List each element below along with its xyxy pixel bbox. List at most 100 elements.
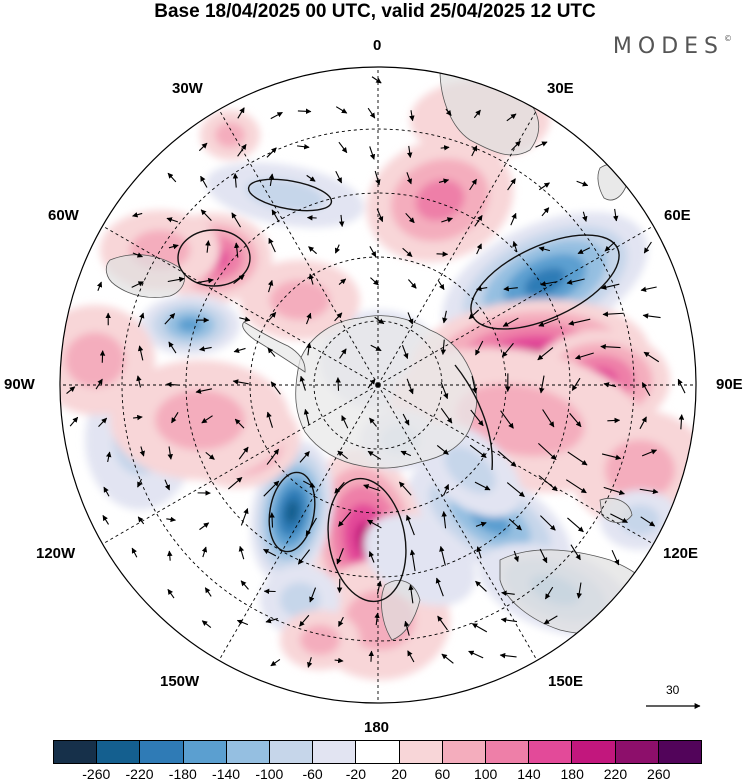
wind-vector-arrow <box>266 448 280 465</box>
colorbar-tick-label: -20 <box>345 766 366 782</box>
colorbar-tick-label: 20 <box>391 766 407 782</box>
wind-vector-arrow <box>367 378 376 389</box>
wind-vector-arrow <box>334 481 345 494</box>
contour-line <box>247 178 333 212</box>
colorbar-swatch <box>399 741 443 763</box>
wind-vector-arrow <box>445 108 452 116</box>
anomaly-field <box>60 67 696 703</box>
chart-title: Base 18/04/2025 00 UTC, valid 25/04/2025… <box>154 1 596 22</box>
wind-vector-arrow <box>510 212 517 226</box>
wind-vector-arrow <box>539 375 545 394</box>
wind-vectors <box>66 76 686 668</box>
wind-vector-arrow <box>438 280 445 291</box>
wind-vector-arrow <box>367 519 382 529</box>
wind-vector-arrow <box>234 418 245 429</box>
wind-vector-arrow <box>569 412 582 428</box>
colorbar-swatch <box>313 741 357 763</box>
wind-vector-arrow <box>205 240 211 253</box>
anomaly-contour-fill <box>65 332 125 388</box>
wind-vector-arrow <box>471 623 488 633</box>
anomaly-contour-fill <box>455 383 585 457</box>
wind-vector-arrow <box>441 511 447 529</box>
wind-vector-arrow <box>567 451 588 466</box>
wind-vector-arrow <box>201 415 213 424</box>
wind-vector-arrow <box>297 549 311 565</box>
wind-vector-arrow <box>369 417 377 427</box>
wind-vector-arrow <box>407 650 415 663</box>
wind-vector-arrow <box>402 247 413 257</box>
wind-vector-arrow <box>406 514 415 536</box>
wind-vector-arrow <box>538 318 559 327</box>
wind-vector-arrow <box>503 285 518 292</box>
wind-vector-arrow <box>369 146 376 160</box>
wind-vector-arrow <box>506 113 517 122</box>
wind-vector-arrow <box>471 145 478 157</box>
colorbar-tick-label: 260 <box>647 766 671 782</box>
wind-vector-arrow <box>268 237 276 253</box>
meridian-line <box>218 384 379 661</box>
wind-vector-arrow <box>601 453 622 461</box>
anomaly-contour-fill <box>177 317 203 333</box>
wind-vector-arrow <box>443 483 449 496</box>
colorbar-swatch <box>572 741 616 763</box>
wind-vector-arrow <box>535 141 548 148</box>
wind-vector-arrow <box>403 620 410 636</box>
colorbar-tick-label: 60 <box>434 766 451 782</box>
colorbar-swatch <box>356 741 400 763</box>
wind-vector-arrow <box>240 508 249 526</box>
wind-vector-arrow <box>195 388 213 394</box>
wind-vector-arrow <box>102 514 109 525</box>
wind-vector-arrow <box>306 174 316 182</box>
contour-line <box>177 229 251 287</box>
wind-vector-arrow <box>297 108 312 115</box>
lon-label-90w: 90W <box>4 376 35 393</box>
wind-vector-arrow <box>574 352 594 360</box>
wind-vector-arrow <box>232 173 239 188</box>
wind-vector-arrow <box>267 347 276 357</box>
wind-vector-arrow <box>237 107 245 119</box>
colorbar <box>53 740 702 764</box>
wind-vector-arrow <box>610 513 628 523</box>
wind-vector-arrow <box>512 240 518 253</box>
wind-vector-arrow <box>640 516 656 527</box>
wind-vector-arrow <box>499 652 517 659</box>
wind-vector-arrow <box>306 342 312 356</box>
wind-vector-arrow <box>164 313 176 325</box>
wind-vector-arrow <box>506 482 525 498</box>
wind-vector-arrow <box>399 481 412 496</box>
wind-vector-arrow <box>475 521 487 527</box>
lon-label-60w: 60W <box>48 207 79 224</box>
wind-vector-arrow <box>338 278 347 286</box>
wind-vector-arrow <box>407 312 414 325</box>
meridian-line <box>218 109 379 386</box>
colorbar-swatch <box>658 741 702 763</box>
wind-vector-arrow <box>268 311 277 321</box>
wind-vector-arrow <box>475 285 488 292</box>
wind-vector-arrow <box>474 481 491 491</box>
colorbar-ticks: -260 -220 -180 -140 -100 -60 -20 20 60 100 140 180 2… <box>53 766 702 783</box>
anomaly-contour-fill <box>300 625 340 655</box>
colorbar-swatch <box>442 741 487 763</box>
wind-vector-arrow <box>374 612 380 626</box>
wind-vector-arrow <box>502 317 519 327</box>
wind-vector-arrow <box>334 312 343 322</box>
wind-vector-arrow <box>296 144 310 150</box>
wind-vector-arrow <box>442 310 448 324</box>
anomaly-contour-fill <box>280 582 320 618</box>
latitude-circle <box>121 128 635 642</box>
wind-vector-arrow <box>401 345 409 360</box>
wind-vector-arrow <box>201 620 212 629</box>
wind-vector-arrow <box>500 410 514 429</box>
contour-lines <box>177 178 620 603</box>
wind-vector-arrow <box>541 207 550 217</box>
wind-vector-arrow <box>233 274 245 285</box>
wind-vector-arrow <box>371 76 382 84</box>
wind-vector-arrow <box>604 241 616 252</box>
polar-map <box>59 66 701 709</box>
wind-vector-arrow <box>406 172 413 185</box>
wind-vector-arrow <box>406 145 413 159</box>
wind-vector-arrow <box>299 451 310 463</box>
wind-vector-arrow <box>98 417 108 428</box>
wind-vector-arrow <box>376 208 384 223</box>
wind-vector-arrow <box>511 140 521 151</box>
